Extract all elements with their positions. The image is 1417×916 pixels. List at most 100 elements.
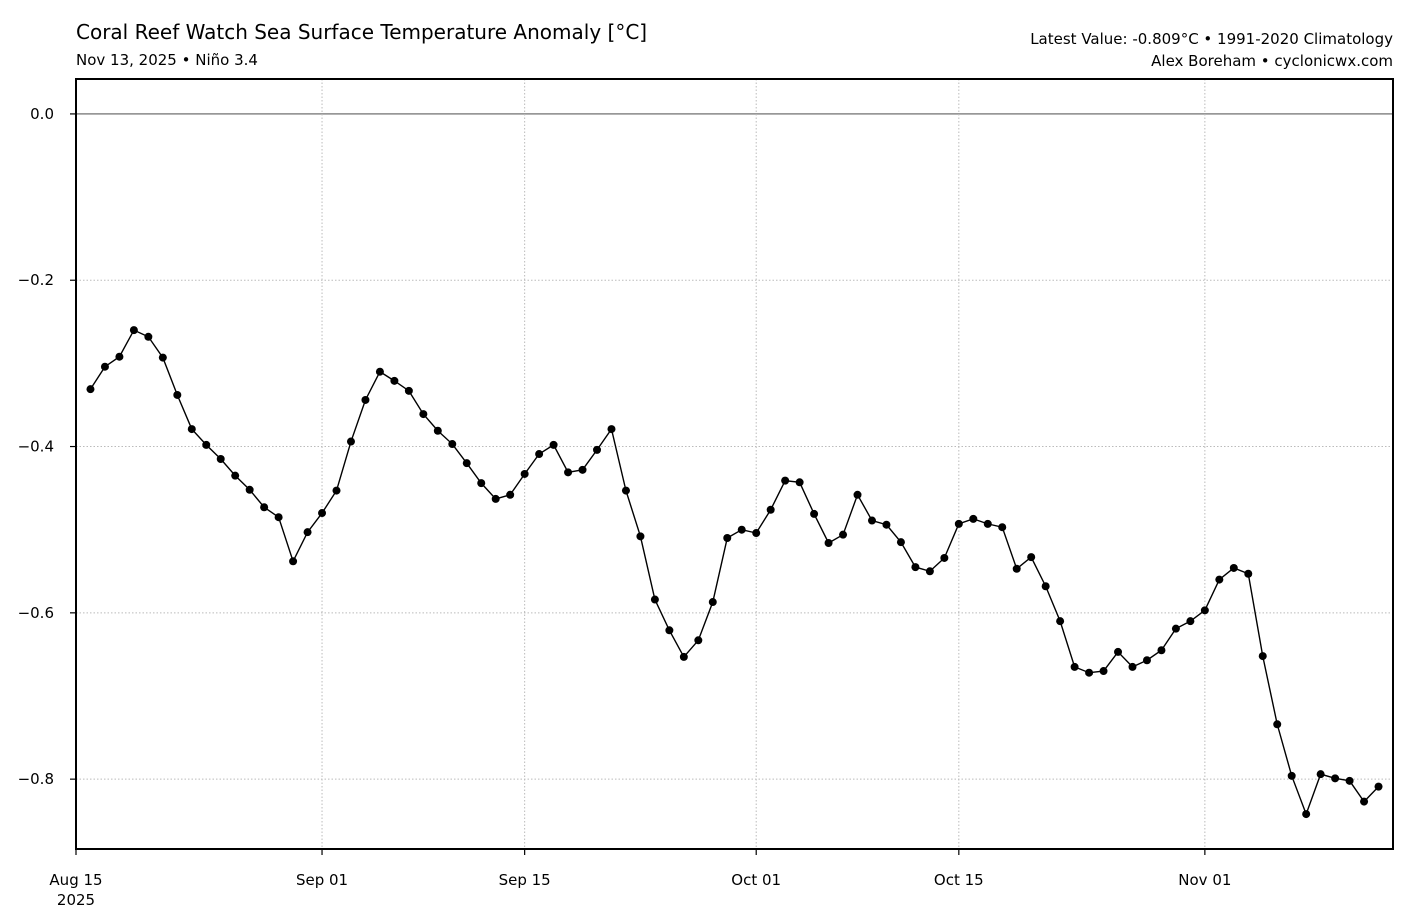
x-tick-label: Aug 15 xyxy=(49,871,102,889)
data-point xyxy=(925,567,934,576)
data-point xyxy=(723,534,732,543)
data-point xyxy=(1360,797,1369,806)
data-point xyxy=(665,626,674,635)
chart-subtitle: Nov 13, 2025 • Niño 3.4 xyxy=(76,51,258,69)
data-point xyxy=(1258,652,1267,661)
data-point xyxy=(1374,782,1383,791)
data-point xyxy=(795,478,804,487)
data-point xyxy=(650,595,659,604)
data-point xyxy=(318,509,327,518)
data-point xyxy=(535,450,544,459)
data-point xyxy=(896,538,905,547)
data-point xyxy=(260,503,269,512)
data-point xyxy=(202,440,211,449)
data-point xyxy=(1056,617,1065,626)
plot-frame xyxy=(75,78,1394,850)
data-point xyxy=(911,563,920,572)
data-point xyxy=(520,469,529,478)
axis-ticks: 0.0 −0.2 −0.4 −0.6 −0.8 Aug 15 2025 Sep 01 Sep 1… xyxy=(18,105,1232,909)
series-line xyxy=(89,329,1380,817)
data-point xyxy=(245,485,254,494)
data-point xyxy=(1070,662,1079,671)
data-point xyxy=(1085,668,1094,677)
data-point xyxy=(621,486,630,495)
data-point xyxy=(853,490,862,499)
data-point xyxy=(549,440,558,449)
data-point xyxy=(129,326,138,335)
x-tick-label: Sep 15 xyxy=(499,871,551,889)
data-point xyxy=(477,479,486,488)
data-point xyxy=(491,494,500,503)
data-point xyxy=(983,519,992,528)
x-tick-label: Nov 01 xyxy=(1178,871,1231,889)
data-point xyxy=(1229,563,1238,572)
x-tick-label: Sep 01 xyxy=(296,871,348,889)
data-point xyxy=(564,468,573,477)
data-point xyxy=(86,385,95,394)
data-point xyxy=(187,425,196,434)
y-tick-label: −0.8 xyxy=(18,770,54,788)
data-point xyxy=(578,465,587,474)
data-point xyxy=(1302,810,1311,819)
data-point xyxy=(158,353,167,362)
data-point xyxy=(231,471,240,480)
chart-title: Coral Reef Watch Sea Surface Temperature… xyxy=(76,20,647,44)
y-tick-label: −0.4 xyxy=(18,438,54,456)
data-point xyxy=(448,440,457,449)
data-series xyxy=(86,326,1383,819)
data-point xyxy=(940,553,949,562)
data-point xyxy=(867,516,876,525)
data-point xyxy=(1142,656,1151,665)
data-point xyxy=(375,367,384,376)
data-point xyxy=(636,532,645,541)
data-point xyxy=(1200,606,1209,615)
data-point xyxy=(1114,647,1123,656)
data-point xyxy=(839,530,848,539)
data-point xyxy=(100,362,109,371)
credit-label: Alex Boreham • cyclonicwx.com xyxy=(1151,52,1393,70)
data-point xyxy=(810,509,819,518)
x-tick-label: Oct 01 xyxy=(731,871,781,889)
data-point xyxy=(766,505,775,514)
data-point xyxy=(954,519,963,528)
data-point xyxy=(1099,667,1108,676)
data-point xyxy=(679,652,688,661)
data-point xyxy=(1287,771,1296,780)
data-point xyxy=(969,514,978,523)
data-point xyxy=(506,490,515,499)
y-tick-label: −0.2 xyxy=(18,271,54,289)
data-point xyxy=(998,523,1007,532)
data-point xyxy=(607,425,616,434)
data-point xyxy=(144,332,153,341)
data-point xyxy=(1345,776,1354,785)
data-point xyxy=(1027,553,1036,562)
data-point xyxy=(1215,575,1224,584)
data-point xyxy=(433,426,442,435)
data-point xyxy=(289,557,298,566)
latest-value-label: Latest Value: -0.809°C • 1991-2020 Clima… xyxy=(1030,30,1393,48)
data-point xyxy=(737,525,746,534)
data-point xyxy=(115,352,124,361)
data-point xyxy=(593,445,602,454)
grid-lines xyxy=(76,79,1393,849)
data-point xyxy=(1041,582,1050,591)
data-point xyxy=(1128,662,1137,671)
data-point xyxy=(462,459,471,468)
data-point xyxy=(708,598,717,607)
data-point xyxy=(216,455,225,464)
data-point xyxy=(361,395,370,404)
data-point xyxy=(1331,774,1340,783)
x-tick-label: Oct 15 xyxy=(934,871,984,889)
data-point xyxy=(1186,617,1195,626)
data-point xyxy=(332,486,341,495)
data-point xyxy=(882,520,891,529)
data-point xyxy=(1273,720,1282,729)
y-tick-label: −0.6 xyxy=(18,604,54,622)
data-point xyxy=(1316,770,1325,779)
data-point xyxy=(824,538,833,547)
data-point xyxy=(274,513,283,522)
data-point xyxy=(404,386,413,395)
data-point xyxy=(752,529,761,538)
data-point xyxy=(1157,646,1166,655)
